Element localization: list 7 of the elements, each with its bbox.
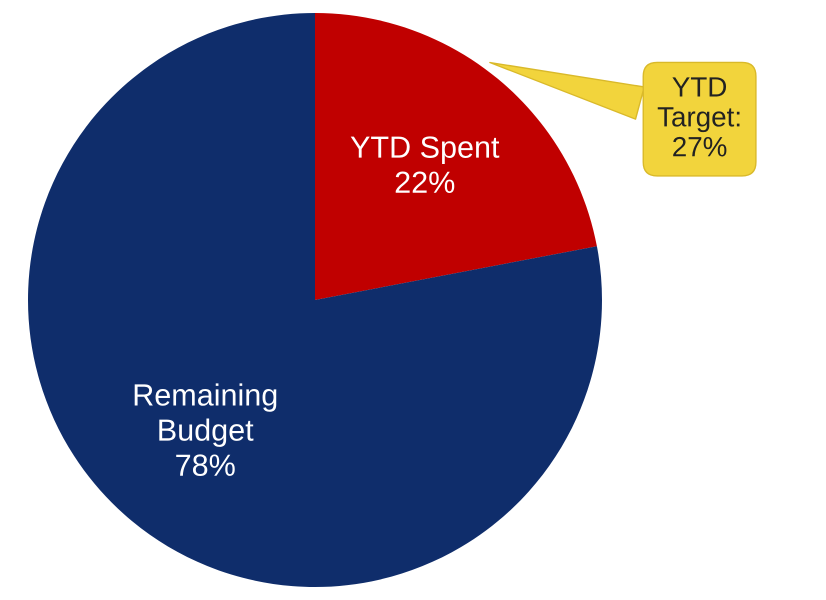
data-label: 78% (176, 454, 235, 476)
pie-slice (28, 13, 602, 587)
data-label: 22% (396, 171, 454, 193)
pie-slice (315, 13, 597, 300)
slice-label: Remaining Budget (134, 383, 276, 447)
slice-label: YTD Spent (350, 136, 500, 164)
text: YTD Target: 27% (658, 77, 740, 156)
